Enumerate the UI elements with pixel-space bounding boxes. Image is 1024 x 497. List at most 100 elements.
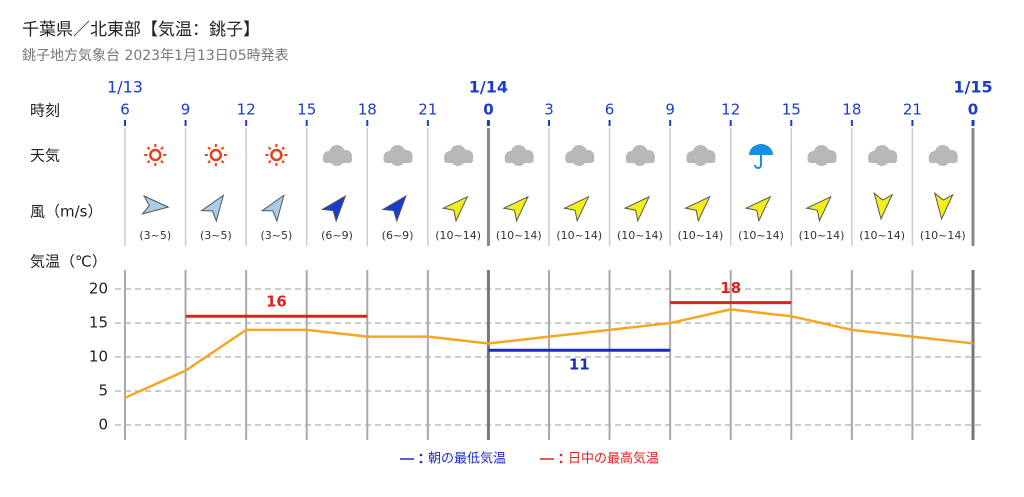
- time-label: 12: [721, 101, 740, 119]
- wind-arrow: [260, 194, 285, 223]
- wind-range: (10~14): [738, 229, 784, 242]
- y-tick-label: 15: [89, 314, 108, 332]
- row-label: 風（m/s）: [30, 203, 102, 221]
- cloud: [383, 156, 413, 163]
- wind-range: (10~14): [435, 229, 481, 242]
- weather-icon: [504, 145, 534, 166]
- wind-range: (10~14): [920, 229, 966, 242]
- wind-range: (10~14): [859, 229, 905, 242]
- subtitle: 銚子地方気象台 2023年1月13日05時発表: [22, 48, 289, 64]
- date-label: 1/13: [107, 78, 143, 97]
- value-label: 16: [266, 293, 287, 311]
- wind-arrow: [141, 194, 170, 215]
- row-label: 時刻: [30, 102, 60, 120]
- sun-ray: [220, 146, 225, 151]
- y-tick-label: 20: [89, 280, 108, 298]
- cloud: [625, 156, 655, 163]
- wind-arrow: [683, 195, 711, 223]
- cloud: [504, 156, 534, 163]
- weather-icon: [383, 145, 413, 166]
- sun-ray: [220, 159, 225, 164]
- cloud: [928, 156, 958, 163]
- time-label: 21: [903, 101, 922, 119]
- title: 千葉県／北東部【気温：銚子】: [22, 20, 260, 40]
- time-label: 0: [968, 101, 978, 119]
- wind-arrow: [320, 194, 347, 223]
- cloud: [565, 156, 595, 163]
- wind-range: (6~9): [321, 229, 353, 242]
- sun-ray: [207, 159, 211, 164]
- date-label: 1/15: [953, 78, 992, 97]
- time-label: 15: [782, 101, 801, 119]
- legend-colon: [559, 460, 563, 464]
- sun-ray: [146, 146, 151, 151]
- time-label: 18: [842, 101, 861, 119]
- umbrella-handle: [754, 155, 762, 169]
- wind-arrow: [744, 195, 772, 223]
- sun-ray: [207, 146, 211, 151]
- wind-range: (10~14): [556, 229, 602, 242]
- cloud: [807, 156, 837, 163]
- cloud: [323, 156, 352, 163]
- wind-arrow: [873, 191, 894, 221]
- time-label: 9: [665, 101, 675, 119]
- wind-range: (6~9): [382, 229, 414, 242]
- wind-arrow: [623, 195, 651, 223]
- sun-ray: [281, 159, 285, 164]
- y-tick-label: 0: [98, 416, 108, 434]
- legend-colon: [419, 453, 423, 457]
- wind-arrow: [441, 195, 469, 223]
- time-label: 6: [605, 101, 615, 119]
- time-label: 3: [544, 101, 554, 119]
- sun-ray: [267, 146, 272, 151]
- wind-range: (3~5): [139, 229, 171, 242]
- sun: [270, 148, 283, 162]
- series-line: [185, 301, 792, 318]
- wind-range: (3~5): [200, 229, 232, 242]
- wind-range: (3~5): [261, 229, 293, 242]
- cloud: [868, 156, 898, 163]
- sun-ray: [160, 159, 164, 164]
- row-label: 気温（℃）: [30, 253, 107, 271]
- legend-label: 朝の最低気温: [428, 451, 506, 467]
- weather-icon: [565, 145, 595, 166]
- weather-icon: [265, 144, 288, 166]
- legend-colon: [419, 460, 423, 464]
- wind-arrow: [381, 194, 407, 223]
- time-label: 18: [358, 101, 377, 119]
- sun-ray: [146, 159, 151, 164]
- value-label: 18: [720, 279, 741, 297]
- time-label: 0: [483, 101, 493, 119]
- sun-ray: [281, 146, 285, 151]
- sun: [149, 148, 162, 162]
- weather-icon: [323, 145, 352, 166]
- sun-ray: [160, 146, 164, 151]
- wind-arrow: [200, 194, 225, 223]
- weather-icon: [749, 144, 773, 169]
- wind-range: (10~14): [617, 229, 663, 242]
- time-label: 12: [237, 101, 256, 119]
- wind-arrow: [502, 195, 529, 223]
- wind-arrow: [933, 191, 954, 221]
- wind-range: (10~14): [496, 229, 542, 242]
- weather-icon: [204, 144, 227, 166]
- wind-arrow: [562, 195, 590, 223]
- wind-arrow: [805, 195, 832, 223]
- weather-icon: [807, 145, 837, 166]
- wind-range: (10~14): [678, 229, 724, 242]
- legend-label: 日中の最高気温: [568, 451, 659, 467]
- row-label: 天気: [30, 147, 60, 165]
- cloud: [444, 156, 474, 163]
- wind-range: (10~14): [799, 229, 845, 242]
- weather-icon: [625, 145, 655, 166]
- weather-icon: [444, 145, 474, 166]
- value-label: 11: [569, 356, 590, 374]
- time-label: 6: [120, 101, 130, 119]
- weather-icon: [868, 145, 898, 166]
- y-tick-label: 10: [89, 348, 108, 366]
- time-label: 21: [418, 101, 437, 119]
- series-line: [124, 308, 974, 399]
- weather-icon: [144, 144, 167, 166]
- date-label: 1/14: [469, 78, 508, 97]
- legend-colon: [559, 453, 563, 457]
